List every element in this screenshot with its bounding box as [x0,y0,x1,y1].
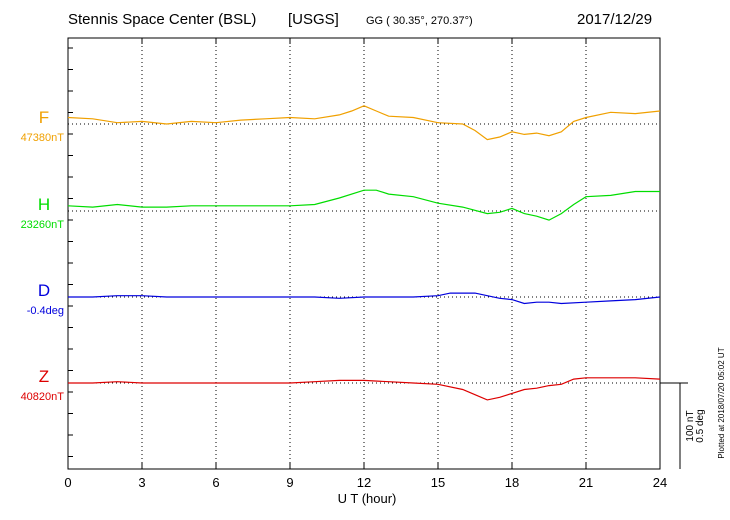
plot-date: 2017/12/29 [577,11,653,28]
trace-baseline-z: 40820nT [21,391,65,403]
station-title: Stennis Space Center (BSL) [68,11,257,28]
x-tick-label: 6 [212,475,219,490]
agency-label: [USGS] [288,11,339,28]
x-axis-label: U T (hour) [338,491,397,506]
x-tick-label: 0 [64,475,71,490]
trace-name-f: F [39,108,49,127]
trace-line-d [68,292,661,305]
trace-line-h [67,189,660,221]
scale-bar-nt-label: 100 nT [685,410,696,441]
trace-baseline-d: -0.4deg [27,305,64,317]
trace-line-z [68,377,661,401]
trace-name-z: Z [39,367,49,386]
trace-name-d: D [38,281,50,300]
left-tick-marks [68,47,73,457]
scale-bar-deg-label: 0.5 deg [695,409,706,442]
trace-labels: F 47380nT H 23260nT D -0.4deg Z 40820nT [21,108,65,403]
plotted-timestamp: Plotted at 2018/07/20 05:02 UT [717,347,726,458]
x-tick-label: 21 [579,475,593,490]
traces [67,105,661,401]
trace-baseline-h: 23260nT [21,219,65,231]
grid-lines [68,38,660,469]
scale-bar: 100 nT 0.5 deg [660,382,706,469]
x-tick-label: 12 [357,475,371,490]
trace-name-h: H [38,195,50,214]
x-tick-label: 18 [505,475,519,490]
x-tick-label: 9 [286,475,293,490]
coordinates-label: GG ( 30.35°, 270.37°) [366,15,473,27]
x-tick-label: 15 [431,475,445,490]
trace-line-f [67,105,661,141]
trace-baseline-f: 47380nT [21,132,65,144]
x-tick-label: 3 [138,475,145,490]
x-tick-label: 24 [653,475,667,490]
x-axis: 0 3 6 9 12 15 18 21 24 [64,38,667,490]
